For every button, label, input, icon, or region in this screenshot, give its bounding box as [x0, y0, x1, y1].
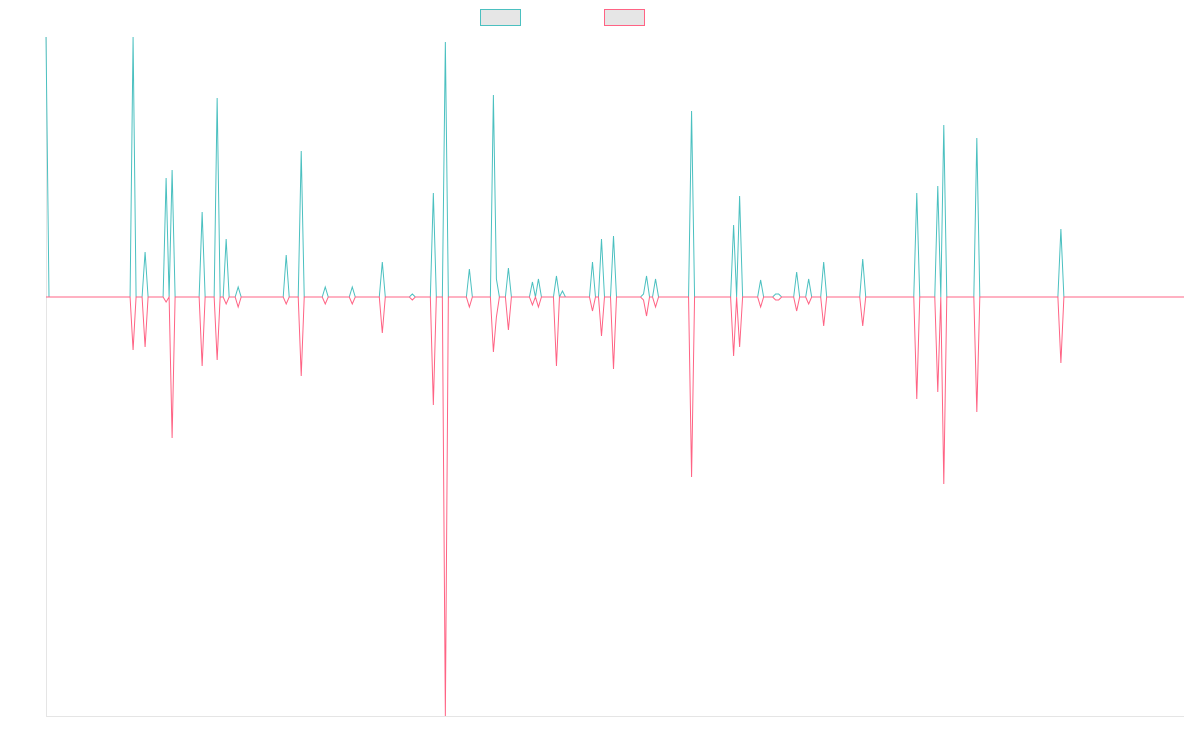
series-line	[45, 36, 1184, 299]
legend-swatch	[604, 9, 645, 26]
legend-swatch	[480, 9, 521, 26]
series-line	[46, 295, 1184, 717]
